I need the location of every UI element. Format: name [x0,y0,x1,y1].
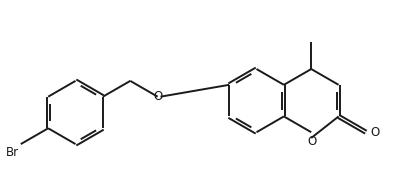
Text: O: O [153,90,162,103]
Text: O: O [370,126,380,139]
Text: O: O [307,135,316,147]
Text: Br: Br [5,146,19,159]
